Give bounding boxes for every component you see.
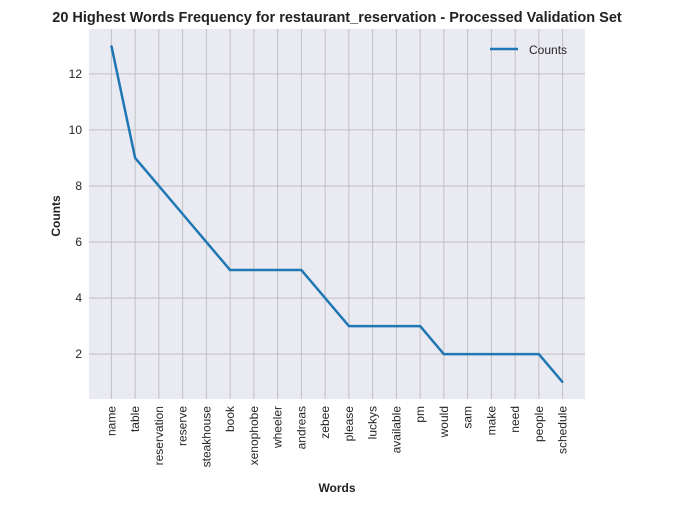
x-tick-label: reserve <box>176 406 190 446</box>
series-group <box>110 45 564 383</box>
x-tick-label: andreas <box>294 406 308 449</box>
x-tick-label: available <box>389 406 403 454</box>
data-point <box>371 325 374 327</box>
data-point <box>419 325 421 327</box>
x-tick-label: pm <box>413 406 427 423</box>
x-tick-label: need <box>508 406 522 433</box>
data-point <box>466 353 469 355</box>
data-point <box>514 353 516 355</box>
data-point <box>348 325 350 327</box>
y-tick-label: 12 <box>69 67 83 81</box>
data-point <box>158 185 160 187</box>
x-tick-label: xenophobe <box>247 406 261 466</box>
data-point <box>276 269 279 271</box>
y-tick-label: 8 <box>75 179 82 193</box>
data-point <box>538 353 540 355</box>
data-point <box>181 213 184 215</box>
chart-title: 20 Highest Words Frequency for restauran… <box>52 10 622 26</box>
data-point <box>134 157 136 159</box>
x-tick-label: reservation <box>152 406 166 465</box>
x-axis-ticks: name table reservation reserve steakhouse boo… <box>104 405 569 467</box>
data-point <box>490 353 493 355</box>
x-axis-label: Words <box>318 481 355 495</box>
y-axis-label: Counts <box>49 195 63 237</box>
x-tick-label: would <box>437 406 451 438</box>
x-tick-label: table <box>128 406 142 432</box>
data-point <box>443 353 445 355</box>
x-tick-label: luckys <box>366 406 380 439</box>
legend: Counts <box>490 43 567 57</box>
grid-lines <box>89 29 585 399</box>
data-point <box>229 269 231 271</box>
y-tick-label: 4 <box>75 291 82 305</box>
x-tick-label: please <box>342 406 356 442</box>
data-point <box>324 297 326 299</box>
x-tick-label: schedule <box>556 406 570 454</box>
data-point <box>253 269 255 271</box>
series-line-counts <box>110 45 564 383</box>
plot-area <box>89 29 585 399</box>
data-point <box>205 241 208 243</box>
data-point <box>395 325 398 327</box>
data-point <box>561 381 564 383</box>
x-tick-label: name <box>104 406 118 436</box>
x-tick-label: make <box>484 406 498 436</box>
y-tick-label: 6 <box>75 235 82 249</box>
x-tick-label: book <box>223 405 237 432</box>
x-tick-label: steakhouse <box>199 406 213 468</box>
x-tick-label: sam <box>461 406 475 429</box>
data-point <box>110 45 113 47</box>
data-point <box>300 269 303 271</box>
x-tick-label: people <box>532 406 546 442</box>
y-tick-label: 10 <box>69 123 83 137</box>
legend-label: Counts <box>529 43 567 57</box>
y-tick-label: 2 <box>75 347 82 361</box>
x-tick-label: zebee <box>318 406 332 439</box>
y-axis-ticks: 2 4 6 8 10 12 <box>69 67 83 361</box>
x-tick-label: wheeler <box>271 406 285 449</box>
